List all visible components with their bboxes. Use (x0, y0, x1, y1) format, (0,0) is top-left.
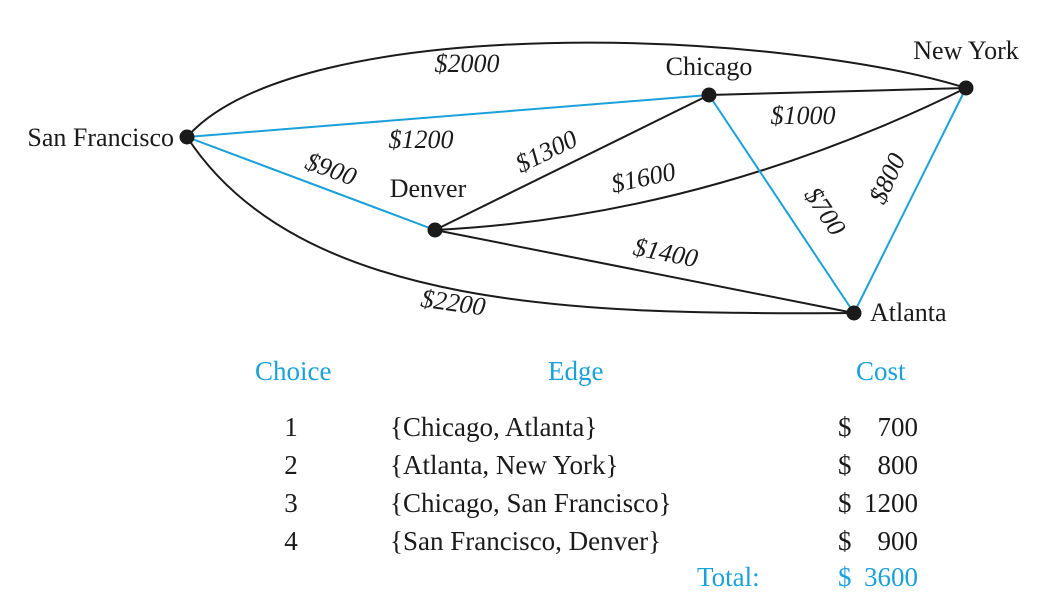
row-choice: 2 (284, 450, 298, 480)
edge-cost-label: $1000 (771, 101, 836, 130)
row-cost: $800 (838, 446, 918, 484)
node-chicago (701, 87, 717, 103)
edge-newyork-atlanta (853, 87, 967, 314)
node-label-denver: Denver (390, 174, 467, 203)
edge-sf-newyork (186, 41, 967, 138)
edge-denver-chicago (434, 94, 710, 231)
row-cost-symbol: $ (838, 412, 852, 442)
total-symbol: $ (838, 562, 852, 592)
node-denver (427, 222, 443, 238)
edge-chicago-atlanta (708, 94, 855, 314)
row-choice: 3 (284, 488, 298, 518)
node-sf (179, 129, 195, 145)
edge-cost-label: $1400 (631, 232, 700, 273)
total-amount: 3600 (864, 562, 918, 592)
row-edge: {Atlanta, New York} (390, 450, 619, 480)
row-edge: {Chicago, San Francisco} (390, 488, 672, 518)
row-cost-symbol: $ (838, 526, 852, 556)
edge-cost-label: $2200 (419, 284, 487, 322)
node-label-atlanta: Atlanta (870, 298, 947, 327)
weighted-graph: San Francisco Chicago New York Denver Atlant… (27, 36, 1018, 327)
edge-cost-label: $800 (863, 149, 911, 208)
row-cost-value: 700 (877, 412, 919, 442)
total-label: Total: (697, 562, 760, 592)
row-choice: 4 (284, 526, 298, 556)
edge-sf-denver (186, 136, 436, 231)
edge-denver-atlanta (434, 229, 855, 314)
row-cost-value: 900 (877, 526, 919, 556)
row-cost: $900 (838, 522, 918, 560)
edge-cost-label: $1300 (511, 124, 582, 179)
row-cost-value: 800 (877, 450, 919, 480)
row-edge: {San Francisco, Denver} (390, 526, 662, 556)
row-cost-symbol: $ (838, 450, 852, 480)
edge-denver-newyork (434, 87, 967, 231)
header-cost: Cost (856, 356, 906, 386)
edge-cost-label: $1600 (608, 157, 678, 199)
edge-sf-atlanta (186, 136, 855, 315)
row-cost-value: 1200 (864, 488, 918, 518)
row-cost-symbol: $ (838, 488, 852, 518)
row-choice: 1 (284, 412, 298, 442)
edge-cost-label: $900 (302, 146, 361, 191)
edge-sf-chicago (186, 94, 710, 138)
row-edge: {Chicago, Atlanta} (390, 412, 598, 442)
total-value: $ 3600 (838, 562, 918, 593)
edge-chicago-newyork (708, 87, 967, 96)
node-atlanta (846, 305, 862, 321)
node-label-sf: San Francisco (27, 123, 174, 152)
header-choice: Choice (255, 356, 332, 386)
node-newyork (958, 80, 974, 96)
node-label-newyork: New York (913, 36, 1018, 65)
row-cost: $700 (838, 408, 918, 446)
edge-cost-label: $2000 (435, 49, 500, 78)
edge-cost-label: $1200 (389, 125, 454, 154)
node-label-chicago: Chicago (666, 52, 753, 81)
header-edge: Edge (548, 356, 604, 386)
edge-cost-label: $700 (798, 182, 851, 241)
row-cost: $1200 (838, 484, 918, 522)
